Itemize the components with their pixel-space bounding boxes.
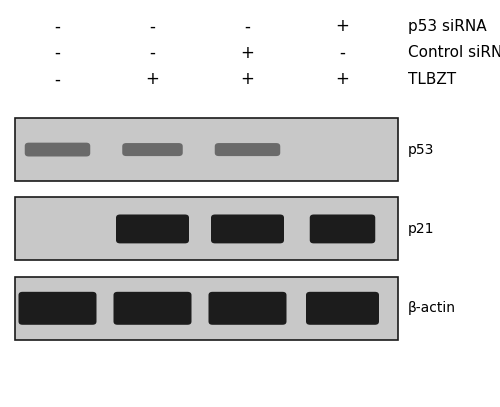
Text: -: - <box>54 18 60 35</box>
Text: TLBZT: TLBZT <box>408 72 456 87</box>
Text: Control siRNA: Control siRNA <box>408 46 500 60</box>
Text: -: - <box>150 18 156 35</box>
FancyBboxPatch shape <box>306 292 379 325</box>
FancyBboxPatch shape <box>211 214 284 243</box>
FancyBboxPatch shape <box>116 214 189 243</box>
Bar <box>15 197 398 260</box>
FancyBboxPatch shape <box>18 292 96 325</box>
Text: -: - <box>340 44 345 62</box>
Text: +: + <box>336 70 349 88</box>
Bar <box>15 277 398 340</box>
FancyBboxPatch shape <box>114 292 192 325</box>
Bar <box>15 118 398 181</box>
Text: +: + <box>240 70 254 88</box>
Text: -: - <box>150 44 156 62</box>
Text: β-actin: β-actin <box>408 301 456 315</box>
FancyBboxPatch shape <box>122 143 183 156</box>
FancyBboxPatch shape <box>215 143 280 156</box>
Text: -: - <box>54 44 60 62</box>
Text: p53: p53 <box>408 142 434 157</box>
FancyBboxPatch shape <box>208 292 286 325</box>
FancyBboxPatch shape <box>25 142 90 156</box>
Text: -: - <box>54 70 60 88</box>
Text: +: + <box>240 44 254 62</box>
FancyBboxPatch shape <box>310 214 375 243</box>
Text: p53 siRNA: p53 siRNA <box>408 19 486 34</box>
Text: +: + <box>336 18 349 35</box>
Text: -: - <box>244 18 250 35</box>
Text: p21: p21 <box>408 222 434 236</box>
Text: +: + <box>146 70 160 88</box>
